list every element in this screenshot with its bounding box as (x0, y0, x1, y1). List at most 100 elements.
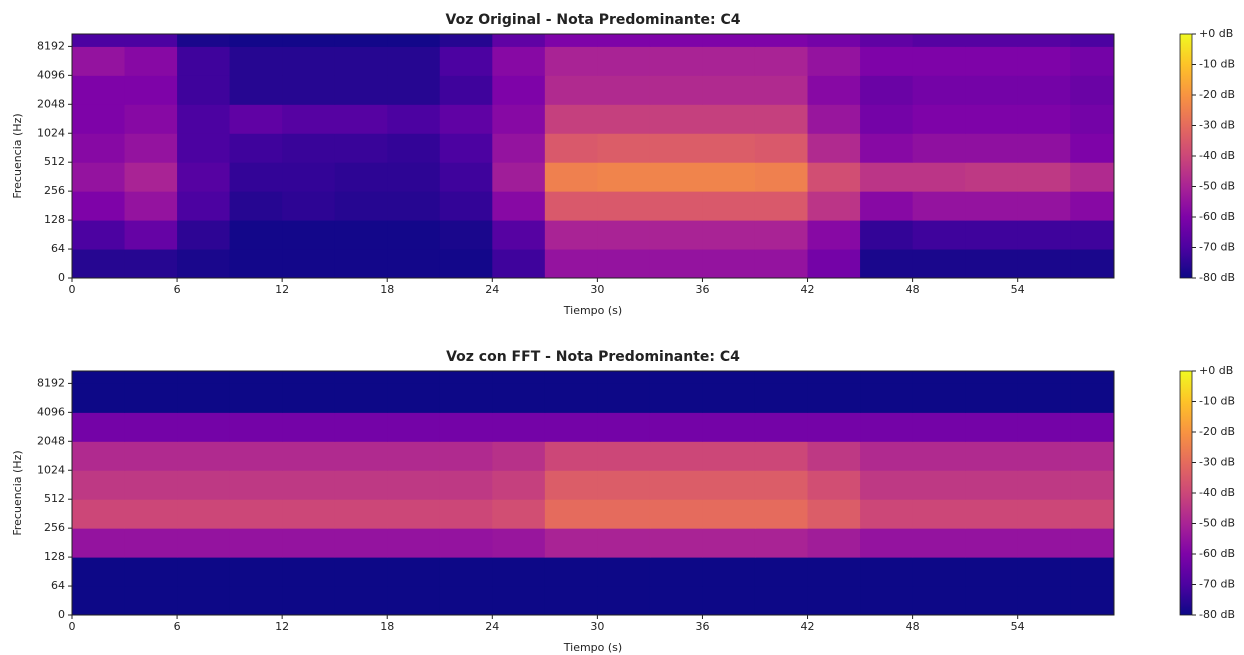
heatmap-cell (387, 34, 440, 47)
heatmap-cell (702, 441, 755, 470)
heatmap-cell (440, 133, 493, 162)
heatmap-cell (492, 586, 545, 615)
heatmap-cell (965, 133, 1018, 162)
heatmap-cell (860, 499, 913, 528)
heatmap-cell (965, 46, 1018, 75)
heatmap-cell (1070, 557, 1114, 586)
heatmap-cell (545, 162, 598, 191)
heatmap-cell (755, 191, 808, 220)
y-tick-label: 128 (44, 550, 65, 563)
heatmap-cell (492, 75, 545, 104)
heatmap-cell (597, 586, 650, 615)
heatmap-cell (650, 191, 703, 220)
heatmap-cell (965, 220, 1018, 249)
heatmap-cell (808, 34, 861, 47)
heatmap-cell (125, 191, 178, 220)
heatmap-cell (597, 441, 650, 470)
x-tick-label: 30 (590, 283, 604, 296)
heatmap-cell (808, 557, 861, 586)
heatmap-cell (72, 499, 125, 528)
heatmap-cell (440, 46, 493, 75)
heatmap-cell (177, 249, 230, 278)
heatmap-cell (1018, 133, 1071, 162)
heatmap-cell (282, 557, 335, 586)
heatmap-cell (1070, 46, 1114, 75)
heatmap-cell (965, 586, 1018, 615)
heatmap-cell (545, 133, 598, 162)
heatmap-cell (1070, 441, 1114, 470)
heatmap-cell (492, 470, 545, 499)
heatmap-cell (965, 371, 1018, 384)
heatmap-cell (125, 371, 178, 384)
heatmap-cell (597, 383, 650, 412)
x-tick-label: 12 (275, 283, 289, 296)
heatmap-cell (808, 191, 861, 220)
heatmap-cell (440, 371, 493, 384)
heatmap-cell (702, 133, 755, 162)
x-tick-label: 48 (906, 620, 920, 633)
heatmap-cell (335, 34, 388, 47)
heatmap-cell (492, 220, 545, 249)
colorbar-tick-label: -30 dB (1199, 119, 1235, 132)
heatmap-cell (282, 412, 335, 441)
heatmap-cell (597, 133, 650, 162)
heatmap-cell (387, 528, 440, 557)
heatmap-cell (387, 499, 440, 528)
heatmap-cell (1018, 586, 1071, 615)
heatmap-cell (860, 371, 913, 384)
heatmap-cell (913, 412, 966, 441)
heatmap-cell (230, 441, 283, 470)
heatmap-cell (965, 557, 1018, 586)
heatmap-cell (545, 191, 598, 220)
heatmap-cell (755, 46, 808, 75)
y-tick-label: 0 (58, 271, 65, 284)
heatmap-cell (440, 499, 493, 528)
heatmap-cell (72, 412, 125, 441)
heatmap-cell (230, 191, 283, 220)
heatmap-cell (335, 412, 388, 441)
heatmap-cell (387, 586, 440, 615)
heatmap-cell (72, 162, 125, 191)
heatmap-cell (860, 220, 913, 249)
heatmap-cell (282, 191, 335, 220)
heatmap-cell (965, 162, 1018, 191)
heatmap-cell (230, 371, 283, 384)
heatmap-cell (755, 441, 808, 470)
heatmap-cell (492, 412, 545, 441)
y-tick-label: 64 (51, 579, 65, 592)
heatmap-cell (808, 441, 861, 470)
heatmap-cell (650, 75, 703, 104)
x-tick-label: 0 (69, 283, 76, 296)
heatmap-cell (177, 586, 230, 615)
heatmap-cell (335, 249, 388, 278)
x-tick-label: 48 (906, 283, 920, 296)
heatmap-cell (755, 499, 808, 528)
heatmap-cell (1018, 46, 1071, 75)
y-tick-label: 8192 (37, 39, 65, 52)
heatmap-cell (177, 528, 230, 557)
heatmap-cell (335, 162, 388, 191)
heatmap-cell (492, 528, 545, 557)
heatmap-cell (650, 104, 703, 133)
heatmap-cell (650, 470, 703, 499)
x-tick-label: 42 (801, 283, 815, 296)
heatmap-cell (230, 133, 283, 162)
x-tick-label: 6 (174, 283, 181, 296)
heatmap-cell (755, 34, 808, 47)
heatmap-cell (492, 249, 545, 278)
heatmap-cell (755, 557, 808, 586)
heatmap-cell (230, 162, 283, 191)
y-tick-label: 512 (44, 155, 65, 168)
heatmap-cell (597, 220, 650, 249)
colorbar-tick-label: -80 dB (1199, 271, 1235, 284)
heatmap-cell (230, 470, 283, 499)
heatmap-cell (387, 191, 440, 220)
y-tick-label: 1024 (37, 126, 65, 139)
heatmap-cell (1018, 104, 1071, 133)
heatmap-cell (808, 586, 861, 615)
heatmap-cell (492, 383, 545, 412)
heatmap-cell (913, 528, 966, 557)
heatmap-cell (913, 441, 966, 470)
x-axis-label: Tiempo (s) (563, 304, 622, 317)
heatmap-cell (755, 528, 808, 557)
